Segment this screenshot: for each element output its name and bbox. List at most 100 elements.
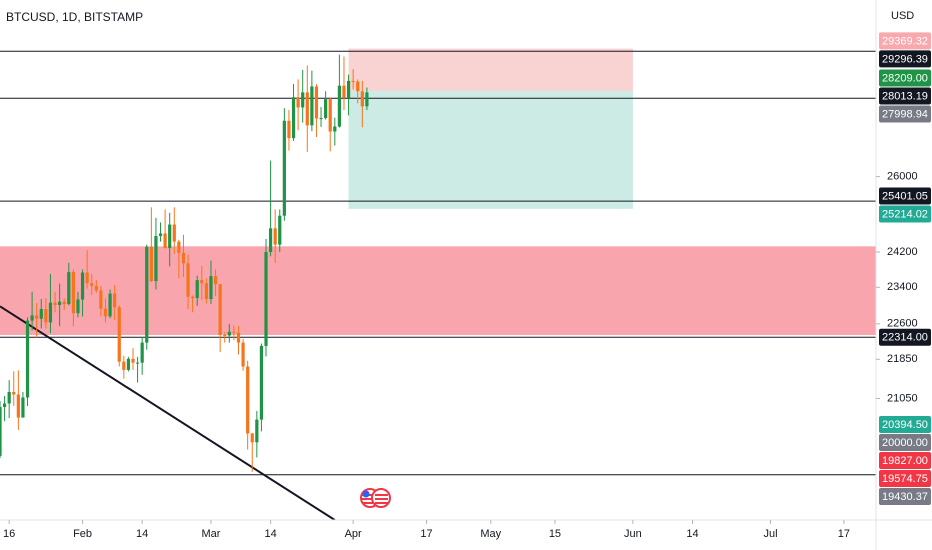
price-label-text: 22314.00 xyxy=(882,332,928,344)
candle-body xyxy=(328,99,332,132)
candle-body xyxy=(291,97,296,139)
candle-body xyxy=(99,290,103,309)
price-label: 29296.39 xyxy=(879,50,931,68)
resistance-zone xyxy=(0,246,876,336)
candle-body xyxy=(287,120,291,139)
candle-body xyxy=(319,118,323,120)
candle-body xyxy=(305,92,309,126)
candle-body xyxy=(71,272,75,314)
candle-body xyxy=(351,80,355,82)
candle-body xyxy=(273,228,277,245)
candle-body xyxy=(268,228,273,252)
y-tick-label: 24200 xyxy=(887,246,918,258)
candle-body xyxy=(149,246,153,282)
candle-body xyxy=(94,285,98,291)
candle-body xyxy=(12,391,16,395)
candle-body xyxy=(131,358,135,363)
x-tick-label: Jul xyxy=(763,528,777,540)
price-axis: 26000 24200 23400 22600 21850 21050 29369.32 29… xyxy=(876,32,931,506)
candle-body xyxy=(246,366,250,434)
candle-body xyxy=(255,419,259,443)
candle-body xyxy=(282,120,286,216)
price-label-text: 20000.00 xyxy=(882,437,928,449)
x-tick-label: May xyxy=(480,528,501,540)
price-label: 19827.00 xyxy=(879,452,931,470)
candle-body xyxy=(135,362,140,364)
currency-label: USD xyxy=(891,10,914,22)
candle-body xyxy=(158,233,163,237)
price-label: 20394.50 xyxy=(879,416,931,434)
candle-body xyxy=(278,215,282,245)
candle-body xyxy=(80,272,85,300)
candle-body xyxy=(314,86,319,119)
x-tick-label: Jun xyxy=(624,528,642,540)
candle-body xyxy=(145,246,149,343)
candle-body xyxy=(126,358,131,370)
price-label: 20000.00 xyxy=(879,434,931,452)
price-label-box xyxy=(879,470,931,488)
x-tick-label: 16 xyxy=(3,528,15,540)
price-label-text: 27998.94 xyxy=(882,108,928,120)
candle-body xyxy=(168,224,172,249)
candle-body xyxy=(90,283,94,286)
x-tick-label: 14 xyxy=(686,528,698,540)
candle-body xyxy=(117,307,121,362)
candle-body xyxy=(39,309,43,319)
price-label-text: 25401.05 xyxy=(882,190,928,202)
candle-body xyxy=(48,302,53,323)
candle-body xyxy=(218,284,222,336)
price-label-text: 29369.32 xyxy=(882,35,928,47)
candle-body xyxy=(365,92,369,107)
candle-body xyxy=(296,97,300,108)
candle-body xyxy=(67,272,71,305)
candle-body xyxy=(209,276,213,300)
x-tick-label: Feb xyxy=(73,528,92,540)
price-label: 25214.02 xyxy=(879,205,931,223)
price-label-text: 19827.00 xyxy=(882,455,928,467)
candle-body xyxy=(58,301,62,305)
price-label: 28013.19 xyxy=(879,87,931,105)
candle-body xyxy=(44,309,48,323)
price-label: 19430.37 xyxy=(879,488,931,506)
chart-title: BTCUSD, 1D, BITSTAMP xyxy=(6,10,143,24)
candle-body xyxy=(333,126,337,132)
price-label-text: 20394.50 xyxy=(882,419,928,431)
y-tick-label: 26000 xyxy=(887,171,918,183)
x-tick-label: 14 xyxy=(264,528,276,540)
candle-body xyxy=(2,403,7,407)
x-tick-label: 17 xyxy=(420,528,432,540)
candle-body xyxy=(53,302,57,305)
price-label: 25401.05 xyxy=(879,187,931,205)
candle-body xyxy=(324,99,328,119)
candle-body xyxy=(154,236,158,282)
candle-body xyxy=(186,263,190,297)
price-label-box xyxy=(879,328,931,346)
trend-line xyxy=(0,305,336,520)
candle-body xyxy=(85,272,89,284)
candle-body xyxy=(76,299,80,314)
y-tick-label: 21850 xyxy=(887,353,918,365)
event-icon-flag xyxy=(362,490,370,498)
y-tick-label: 22600 xyxy=(887,318,918,330)
candle-body xyxy=(200,280,204,284)
price-label: 22314.00 xyxy=(879,328,931,346)
price-label-box xyxy=(879,452,931,470)
price-label: 28209.00 xyxy=(879,69,931,87)
stop-area xyxy=(348,48,633,91)
candle-body xyxy=(301,92,305,108)
x-tick-label: Mar xyxy=(201,528,220,540)
candle-body xyxy=(103,308,108,317)
candle-body xyxy=(227,331,231,336)
price-label-box xyxy=(879,105,931,123)
x-tick-label: 15 xyxy=(549,528,561,540)
price-label-text: 19430.37 xyxy=(882,491,928,503)
price-label-box xyxy=(879,69,931,87)
event-icon-flag xyxy=(375,494,388,504)
y-tick-label: 21050 xyxy=(887,392,918,404)
price-label-box xyxy=(879,187,931,205)
candle-body xyxy=(223,335,227,337)
candle-body xyxy=(122,361,126,370)
candle-body xyxy=(250,433,254,443)
